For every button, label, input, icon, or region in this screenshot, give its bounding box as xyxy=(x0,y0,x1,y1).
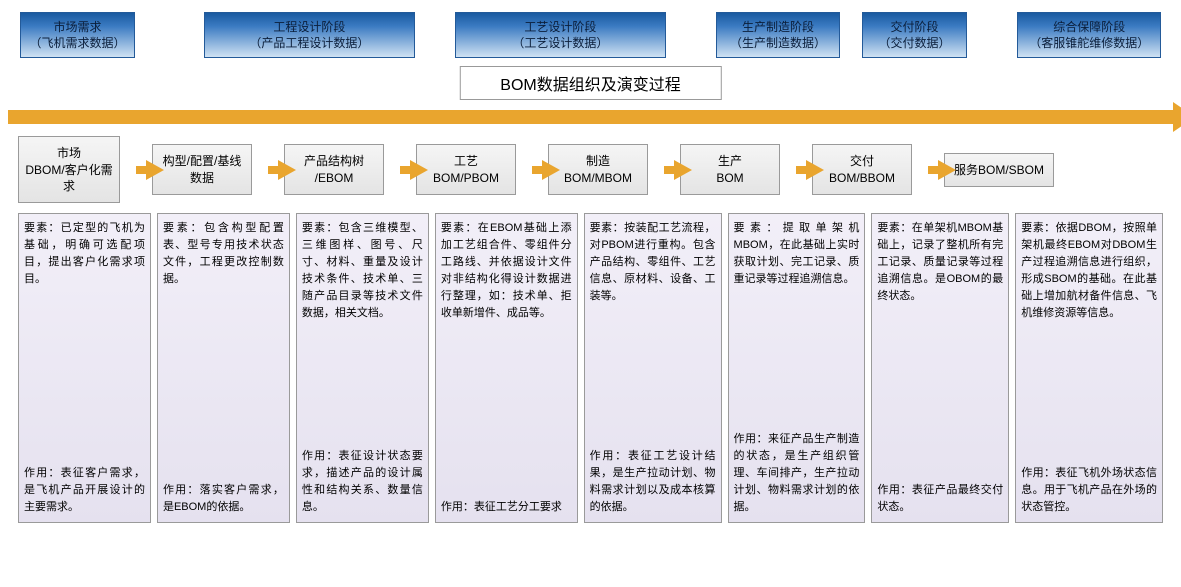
phase-box: 市场需求 （飞机需求数据） xyxy=(20,12,135,58)
detail-role: 作用：表征客户需求，是飞机产品开展设计的主要需求。 xyxy=(24,465,145,516)
detail-box: 要素：依据DBOM，按照单架机最终EBOM对DBOM生产过程追溯信息进行组织，形… xyxy=(1015,213,1163,523)
detail-elem: 要素：在单架机MBOM基础上，记录了整机所有完工记录、质量记录等过程追溯信息。是… xyxy=(877,220,1003,305)
detail-box: 要素：在EBOM基础上添加工艺组合件、零组件分工路线、并依据设计文件对非结构化得… xyxy=(435,213,578,523)
detail-elem: 要素：按装配工艺流程，对PBOM进行重构。包含产品结构、零组件、工艺信息、原材料… xyxy=(590,220,716,305)
detail-elem: 要素：提取单架机MBOM，在此基础上实时获取计划、完工记录、质重记录等过程追溯信… xyxy=(734,220,860,288)
stage-box: 服务BOM/SBOM xyxy=(944,153,1054,187)
main-arrow xyxy=(8,110,1173,124)
detail-box: 要素：包含三维模型、三维图样、图号、尺寸、材料、重量及设计技术条件、技术单、三随… xyxy=(296,213,429,523)
phase-row: 市场需求 （飞机需求数据） 工程设计阶段 （产品工程设计数据） 工艺设计阶段 （… xyxy=(8,12,1173,58)
detail-role: 作用：表征产品最终交付状态。 xyxy=(877,482,1003,516)
arrow-icon xyxy=(410,160,428,180)
phase-box: 综合保障阶段 （客服锥舵维修数据） xyxy=(1017,12,1161,58)
detail-elem: 要素：已定型的飞机为基础，明确可选配项目，提出客户化需求项目。 xyxy=(24,220,145,288)
detail-role: 作用：落实客户需求，是EBOM的依据。 xyxy=(163,482,284,516)
detail-box: 要素：已定型的飞机为基础，明确可选配项目，提出客户化需求项目。 作用：表征客户需… xyxy=(18,213,151,523)
detail-elem: 要素：包含三维模型、三维图样、图号、尺寸、材料、重量及设计技术条件、技术单、三随… xyxy=(302,220,423,322)
stage-box: 工艺 BOM/PBOM xyxy=(416,144,516,194)
detail-box: 要素：在单架机MBOM基础上，记录了整机所有完工记录、质量记录等过程追溯信息。是… xyxy=(871,213,1009,523)
detail-box: 要素：包含构型配置表、型号专用技术状态文件，工程更改控制数据。 作用：落实客户需… xyxy=(157,213,290,523)
detail-box: 要素：提取单架机MBOM，在此基础上实时获取计划、完工记录、质重记录等过程追溯信… xyxy=(728,213,866,523)
detail-elem: 要素：依据DBOM，按照单架机最终EBOM对DBOM生产过程追溯信息进行组织，形… xyxy=(1021,220,1157,322)
phase-box: 工艺设计阶段 （工艺设计数据） xyxy=(455,12,665,58)
detail-row: 要素：已定型的飞机为基础，明确可选配项目，提出客户化需求项目。 作用：表征客户需… xyxy=(8,213,1173,523)
stage-box: 生产 BOM xyxy=(680,144,780,194)
detail-role: 作用：表征设计状态要求，描述产品的设计属性和结构关系、数量信息。 xyxy=(302,448,423,516)
detail-role: 作用：来征产品生产制造的状态，是生产组织管理、车间排产，生产拉动计划、物料需求计… xyxy=(734,431,860,516)
arrow-icon xyxy=(542,160,560,180)
detail-role: 作用：表征工艺分工要求 xyxy=(441,499,572,516)
arrow-icon xyxy=(146,160,164,180)
detail-elem: 要素：包含构型配置表、型号专用技术状态文件，工程更改控制数据。 xyxy=(163,220,284,288)
stage-row: 市场 DBOM/客户化需求 构型/配置/基线数据 产品结构树 /EBOM 工艺 … xyxy=(8,136,1173,203)
arrow-icon xyxy=(806,160,824,180)
stage-box: 市场 DBOM/客户化需求 xyxy=(18,136,120,203)
arrow-icon xyxy=(938,160,956,180)
detail-role: 作用：表征工艺设计结果，是生产拉动计划、物料需求计划以及成本核算的依据。 xyxy=(590,448,716,516)
diagram-title: BOM数据组织及演变过程 xyxy=(459,66,721,100)
title-bar: BOM数据组织及演变过程 xyxy=(8,66,1173,106)
stage-box: 产品结构树 /EBOM xyxy=(284,144,384,194)
stage-box: 构型/配置/基线数据 xyxy=(152,144,252,194)
phase-box: 交付阶段 （交付数据） xyxy=(862,12,967,58)
detail-box: 要素：按装配工艺流程，对PBOM进行重构。包含产品结构、零组件、工艺信息、原材料… xyxy=(584,213,722,523)
detail-elem: 要素：在EBOM基础上添加工艺组合件、零组件分工路线、并依据设计文件对非结构化得… xyxy=(441,220,572,322)
arrow-icon xyxy=(674,160,692,180)
stage-box: 交付 BOM/BBOM xyxy=(812,144,912,194)
detail-role: 作用：表征飞机外场状态信息。用于飞机产品在外场的状态管控。 xyxy=(1021,465,1157,516)
phase-box: 生产制造阶段 （生产制造数据） xyxy=(716,12,841,58)
phase-box: 工程设计阶段 （产品工程设计数据） xyxy=(204,12,414,58)
stage-box: 制造 BOM/MBOM xyxy=(548,144,648,194)
arrow-icon xyxy=(278,160,296,180)
